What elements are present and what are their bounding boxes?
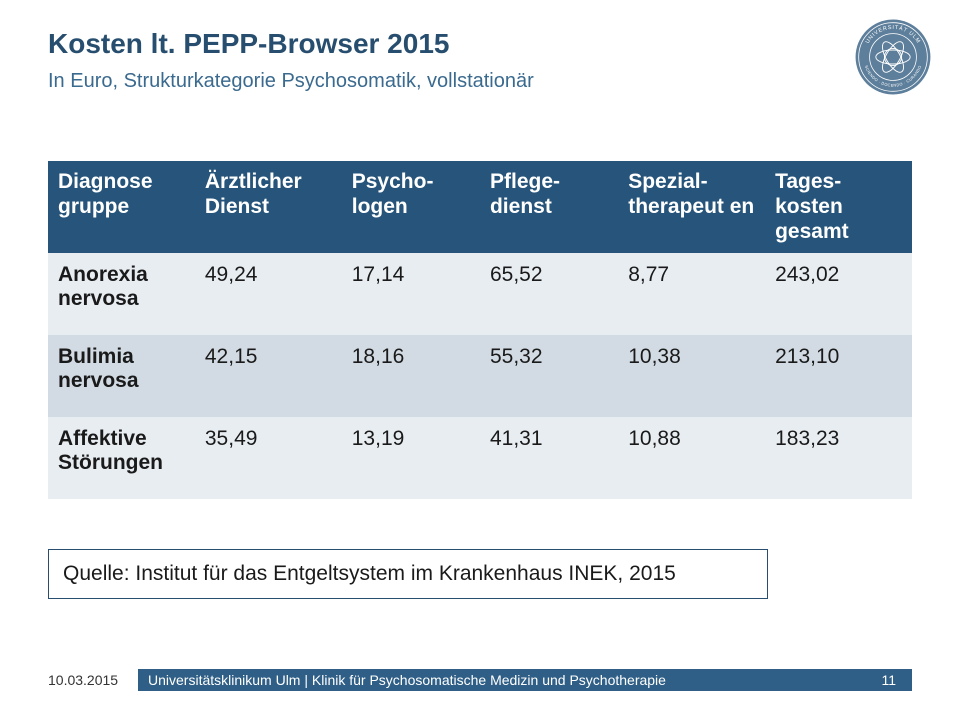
row-label: Bulimia nervosa — [48, 335, 195, 417]
col-tageskosten: Tages-kosten gesamt — [765, 161, 912, 253]
cell: 65,52 — [480, 253, 618, 335]
table-row: Affektive Störungen 35,49 13,19 41,31 10… — [48, 417, 912, 499]
footer-page: 11 — [881, 672, 902, 688]
slide-footer: 10.03.2015 Universitätsklinikum Ulm | Kl… — [0, 669, 960, 691]
col-aerztlicher-dienst: Ärztlicher Dienst — [195, 161, 342, 253]
table-row: Bulimia nervosa 42,15 18,16 55,32 10,38 … — [48, 335, 912, 417]
cell: 13,19 — [342, 417, 480, 499]
cell: 17,14 — [342, 253, 480, 335]
cell: 49,24 — [195, 253, 342, 335]
footer-org: Universitätsklinikum Ulm | Klinik für Ps… — [148, 672, 666, 688]
cell: 10,88 — [618, 417, 765, 499]
footer-bar: Universitätsklinikum Ulm | Klinik für Ps… — [138, 669, 912, 691]
slide: UNIVERSITÄT ULM SCIENDO · DOCENDO · CURA… — [0, 0, 960, 709]
table-row: Anorexia nervosa 49,24 17,14 65,52 8,77 … — [48, 253, 912, 335]
col-spezialtherapeuten: Spezial-therapeut en — [618, 161, 765, 253]
col-diagnose: Diagnose gruppe — [48, 161, 195, 253]
cost-table: Diagnose gruppe Ärztlicher Dienst Psycho… — [48, 161, 912, 499]
col-pflegedienst: Pflege-dienst — [480, 161, 618, 253]
footer-date: 10.03.2015 — [48, 672, 138, 688]
university-logo: UNIVERSITÄT ULM SCIENDO · DOCENDO · CURA… — [854, 18, 932, 96]
slide-title: Kosten lt. PEPP-Browser 2015 — [48, 28, 912, 60]
table-header-row: Diagnose gruppe Ärztlicher Dienst Psycho… — [48, 161, 912, 253]
slide-subtitle: In Euro, Strukturkategorie Psychosomatik… — [48, 70, 912, 93]
row-label: Affektive Störungen — [48, 417, 195, 499]
row-label: Anorexia nervosa — [48, 253, 195, 335]
cell: 8,77 — [618, 253, 765, 335]
col-psychologen: Psycho-logen — [342, 161, 480, 253]
cell: 55,32 — [480, 335, 618, 417]
cell: 10,38 — [618, 335, 765, 417]
cell: 35,49 — [195, 417, 342, 499]
cell: 243,02 — [765, 253, 912, 335]
cell: 41,31 — [480, 417, 618, 499]
cell: 42,15 — [195, 335, 342, 417]
cell: 183,23 — [765, 417, 912, 499]
cell: 213,10 — [765, 335, 912, 417]
cell: 18,16 — [342, 335, 480, 417]
source-citation: Quelle: Institut für das Entgeltsystem i… — [48, 549, 768, 599]
